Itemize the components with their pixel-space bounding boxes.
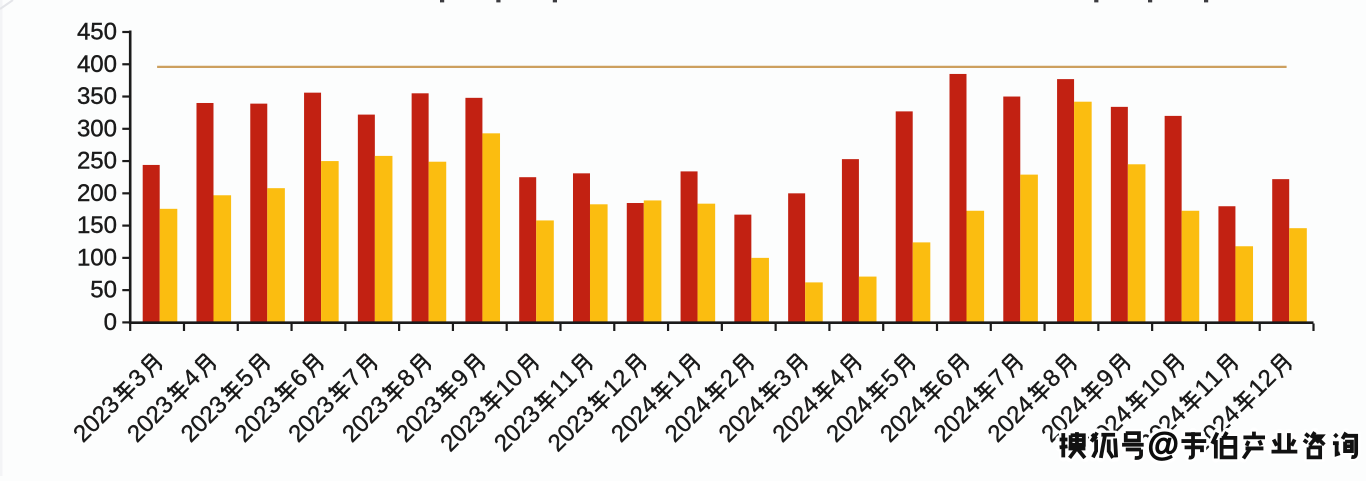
svg-text:450: 450 [77, 19, 117, 46]
svg-text:@: @ [1148, 426, 1179, 462]
svg-text:350: 350 [77, 83, 117, 110]
svg-text:150: 150 [77, 212, 117, 239]
svg-text:50: 50 [90, 277, 117, 304]
svg-text:@: @ [1148, 426, 1179, 462]
svg-text:200: 200 [77, 180, 117, 207]
svg-text:300: 300 [77, 115, 117, 142]
svg-text:100: 100 [77, 244, 117, 271]
svg-text:400: 400 [77, 51, 117, 78]
svg-text:0: 0 [104, 309, 117, 336]
svg-text:250: 250 [77, 148, 117, 175]
